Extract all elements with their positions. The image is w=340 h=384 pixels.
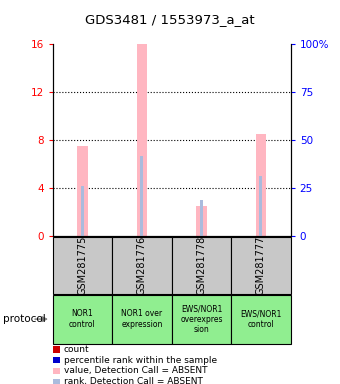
Bar: [259, 176, 262, 236]
Text: EWS/NOR1
overexpres
sion: EWS/NOR1 overexpres sion: [180, 304, 223, 334]
Bar: [231, 237, 291, 294]
Text: NOR1 over
expression: NOR1 over expression: [121, 310, 163, 329]
Bar: [53, 295, 112, 344]
Bar: [172, 295, 231, 344]
Text: protocol: protocol: [3, 314, 46, 324]
Bar: [256, 134, 266, 236]
Text: GSM281778: GSM281778: [197, 236, 206, 295]
Bar: [137, 44, 147, 236]
Bar: [200, 200, 203, 236]
Text: GSM281775: GSM281775: [78, 236, 87, 295]
Text: rank, Detection Call = ABSENT: rank, Detection Call = ABSENT: [64, 377, 202, 384]
Bar: [172, 237, 231, 294]
Bar: [81, 186, 84, 236]
Bar: [140, 156, 143, 236]
Bar: [231, 295, 291, 344]
Text: NOR1
control: NOR1 control: [69, 310, 96, 329]
Text: EWS/NOR1
control: EWS/NOR1 control: [240, 310, 282, 329]
Bar: [112, 237, 172, 294]
Text: GDS3481 / 1553973_a_at: GDS3481 / 1553973_a_at: [85, 13, 255, 26]
Text: percentile rank within the sample: percentile rank within the sample: [64, 356, 217, 365]
Text: GSM281777: GSM281777: [256, 236, 266, 295]
Text: GSM281776: GSM281776: [137, 236, 147, 295]
Bar: [112, 295, 172, 344]
Text: count: count: [64, 345, 89, 354]
Bar: [196, 206, 207, 236]
Bar: [53, 237, 112, 294]
Text: value, Detection Call = ABSENT: value, Detection Call = ABSENT: [64, 366, 207, 376]
Bar: [77, 146, 88, 236]
